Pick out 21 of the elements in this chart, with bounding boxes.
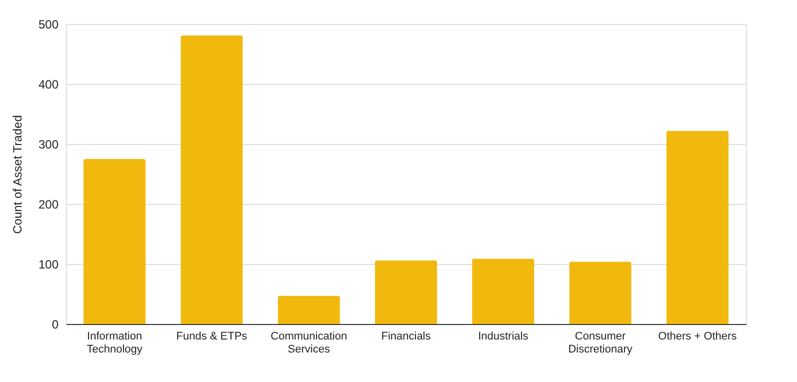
y-tick-label: 100 (38, 258, 59, 272)
y-tick-label: 500 (38, 18, 59, 32)
x-tick-label: Funds & ETPs (176, 330, 248, 342)
x-tick-label: Others + Others (658, 330, 738, 342)
bar (278, 296, 340, 324)
y-tick-label: 300 (38, 138, 59, 152)
x-tick-label: Industrials (478, 330, 529, 342)
bar (180, 35, 243, 324)
x-tick-label: Communication Services (270, 330, 348, 356)
bar (83, 159, 146, 324)
x-tick-label: Consumer Discretionary (568, 330, 633, 356)
x-tick-label: Financials (381, 330, 432, 342)
y-tick-label: 200 (38, 198, 59, 212)
bar (374, 260, 438, 324)
x-tick-label: Information Technology (86, 330, 143, 356)
bar (666, 130, 729, 324)
y-axis-title: Count of Asset Traded (10, 115, 24, 234)
y-tick-label: 400 (38, 78, 59, 92)
bar (569, 262, 632, 324)
bar (472, 258, 534, 324)
y-tick-label: 0 (52, 318, 59, 332)
